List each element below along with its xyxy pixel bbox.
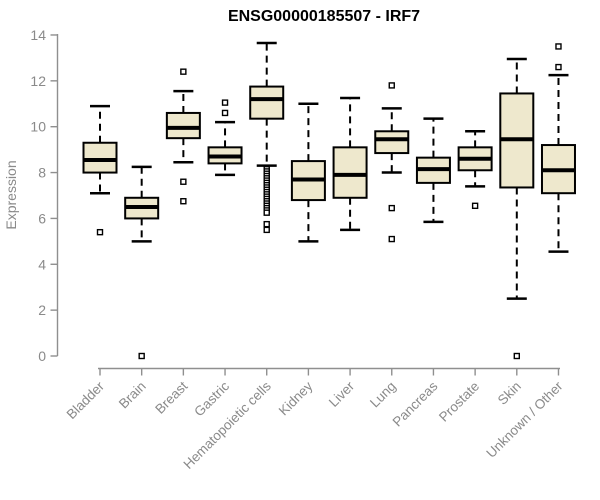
y-tick-label: 2 <box>38 302 46 318</box>
y-tick-label: 12 <box>30 73 46 89</box>
outlier-point <box>388 204 395 212</box>
boxes <box>82 41 576 360</box>
outlier-point <box>138 352 145 360</box>
box-prostate <box>457 130 493 210</box>
box-lung <box>374 82 410 243</box>
y-tick-label: 0 <box>38 348 46 364</box>
iqr-box <box>165 111 201 140</box>
y-tick-label: 8 <box>38 165 46 181</box>
box-gastric <box>207 99 243 177</box>
box-unknown-other <box>540 43 576 253</box>
x-tick-label: Kidney <box>276 378 316 418</box>
box-brain <box>124 165 160 360</box>
x-tick-label: Unknown / Other <box>483 378 566 461</box>
chart-title: ENSG00000185507 - IRF7 <box>228 8 420 25</box>
outlier-point <box>555 63 562 71</box>
outlier-point <box>471 202 479 210</box>
x-tick-label: Skin <box>495 379 524 408</box>
x-tick-label: Lung <box>367 379 399 411</box>
box-kidney <box>290 102 326 243</box>
outlier-point <box>180 178 187 185</box>
y-tick-label: 6 <box>38 210 46 226</box>
outlier-point <box>263 209 270 216</box>
x-tick-label: Bladder <box>64 378 108 422</box>
x-tick-label: Gastric <box>191 378 232 419</box>
x-tick-label: Breast <box>152 378 190 416</box>
y-axis-title: Expression <box>3 160 19 229</box>
box-bladder <box>82 104 118 236</box>
box-breast <box>165 68 201 205</box>
box-skin <box>499 57 535 360</box>
box-hematopoietic-cells <box>249 41 285 234</box>
outlier-point <box>555 43 562 50</box>
outlier-point <box>513 352 520 360</box>
outlier-point <box>96 228 104 236</box>
y-tick-label: 4 <box>38 256 46 272</box>
box-liver <box>332 96 368 232</box>
outlier-point <box>221 99 229 106</box>
iqr-box <box>332 146 368 199</box>
x-tick-label: Prostate <box>436 379 482 425</box>
x-tick-label: Pancreas <box>390 378 441 429</box>
outlier-point <box>263 220 270 228</box>
outlier-point <box>180 68 187 75</box>
box-pancreas <box>415 117 451 224</box>
outlier-point <box>180 198 187 205</box>
x-tick-label: Brain <box>116 379 149 412</box>
outlier-point <box>263 226 270 234</box>
iqr-box <box>374 130 410 155</box>
x-tick-label: Liver <box>326 378 358 410</box>
iqr-box <box>249 85 285 120</box>
outlier-point <box>388 82 395 89</box>
y-tick-label: 10 <box>30 119 46 135</box>
y-tick-label: 14 <box>30 27 46 43</box>
outlier-point <box>388 235 395 243</box>
iqr-box <box>82 141 118 174</box>
outlier-point <box>221 109 229 117</box>
